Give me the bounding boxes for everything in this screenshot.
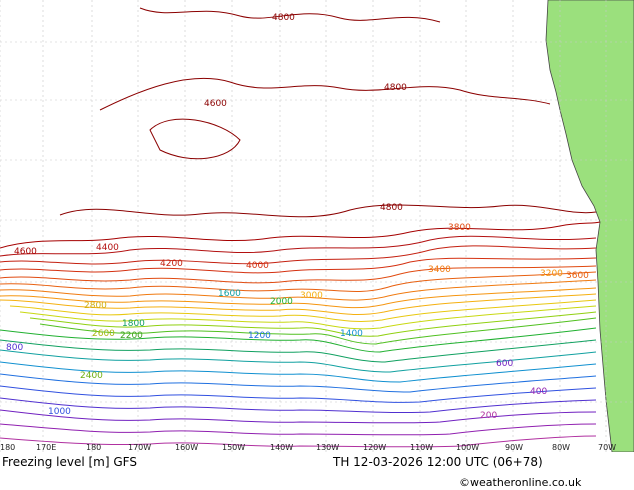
lon-label: 70W	[598, 443, 616, 452]
lon-label: 90W	[505, 443, 523, 452]
label-800: 800	[6, 343, 23, 353]
label-3600: 3600	[566, 271, 589, 281]
contour-800	[0, 397, 597, 414]
label-4600-b: 4600	[14, 247, 37, 257]
valid-time: TH 12-03-2026 12:00 UTC (06+78)	[333, 455, 543, 469]
contour-3200	[0, 287, 597, 309]
lon-label: 120W	[363, 443, 386, 452]
label-200: 200	[480, 411, 497, 421]
lat-lon-grid	[0, 0, 634, 452]
map-title: Freezing level [m] GFS	[2, 455, 137, 469]
label-2600: 2600	[92, 329, 115, 339]
contour-4600	[0, 221, 601, 249]
lon-label: 80W	[552, 443, 570, 452]
lon-label: 170E	[36, 443, 56, 452]
contour-4800-loop	[149, 118, 241, 160]
credit-link[interactable]: ©weatheronline.co.uk	[459, 476, 582, 489]
contour-2200	[39, 317, 597, 345]
label-1200: 1200	[248, 331, 271, 341]
contour-2400	[29, 311, 597, 337]
contour-1400	[0, 361, 597, 383]
lon-label: 170W	[128, 443, 151, 452]
contour-2800	[9, 299, 597, 323]
label-3800: 3800	[448, 223, 471, 233]
contour-4200	[0, 245, 597, 265]
label-4400: 4400	[96, 243, 119, 253]
contour-labels: 4800 4800 4600 4800 4600 4400 4200 4000 …	[6, 13, 589, 421]
contour-1200	[0, 373, 597, 393]
lon-label: 150W	[222, 443, 245, 452]
label-3400: 3400	[428, 265, 451, 275]
contour-1000	[0, 385, 597, 403]
label-1600: 1600	[218, 289, 241, 299]
label-2000: 2000	[270, 297, 293, 307]
label-4600-a: 4600	[204, 99, 227, 109]
label-3200: 3200	[540, 269, 563, 279]
lon-label: 140W	[270, 443, 293, 452]
contour-2600	[19, 305, 597, 330]
label-4800-b: 4800	[384, 83, 407, 93]
label-4800-a: 4800	[272, 13, 295, 23]
contour-1800	[0, 339, 597, 363]
contour-3800	[0, 265, 597, 284]
label-1000: 1000	[48, 407, 71, 417]
lon-label: 130W	[316, 443, 339, 452]
contour-400	[0, 423, 597, 436]
contour-4400	[0, 235, 597, 257]
label-2200: 2200	[120, 331, 143, 341]
label-4200: 4200	[160, 259, 183, 269]
lon-label: 110W	[410, 443, 433, 452]
contour-3000	[0, 293, 597, 315]
contour-2000	[0, 327, 597, 353]
label-1400: 1400	[340, 329, 363, 339]
label-4800-c: 4800	[380, 203, 403, 213]
land-south-america	[545, 0, 634, 452]
lon-label: 100W	[456, 443, 479, 452]
contour-lines	[0, 7, 601, 448]
label-1800: 1800	[122, 319, 145, 329]
contour-4000	[0, 257, 597, 274]
freezing-level-map: 4800 4800 4600 4800 4600 4400 4200 4000 …	[0, 0, 634, 452]
lon-label: 180	[0, 443, 15, 452]
label-4000: 4000	[246, 261, 269, 271]
contour-4800-mid	[99, 78, 551, 111]
lon-label: 160W	[175, 443, 198, 452]
contour-1600	[0, 349, 597, 373]
longitude-labels: 180 170E 180 170W 160W 150W 140W 130W 12…	[0, 443, 616, 452]
label-2400: 2400	[80, 371, 103, 381]
lon-label: 180	[86, 443, 101, 452]
contour-3600	[0, 271, 597, 292]
label-600: 600	[496, 359, 513, 369]
contour-4800-south	[59, 204, 597, 218]
contour-600	[0, 409, 597, 424]
contour-4800-north	[139, 7, 441, 23]
footer-bar: Freezing level [m] GFS TH 12-03-2026 12:…	[0, 452, 634, 490]
contour-3400	[0, 279, 597, 301]
label-400: 400	[530, 387, 547, 397]
label-2800: 2800	[84, 301, 107, 311]
contour-200	[0, 435, 597, 448]
label-3000: 3000	[300, 291, 323, 301]
